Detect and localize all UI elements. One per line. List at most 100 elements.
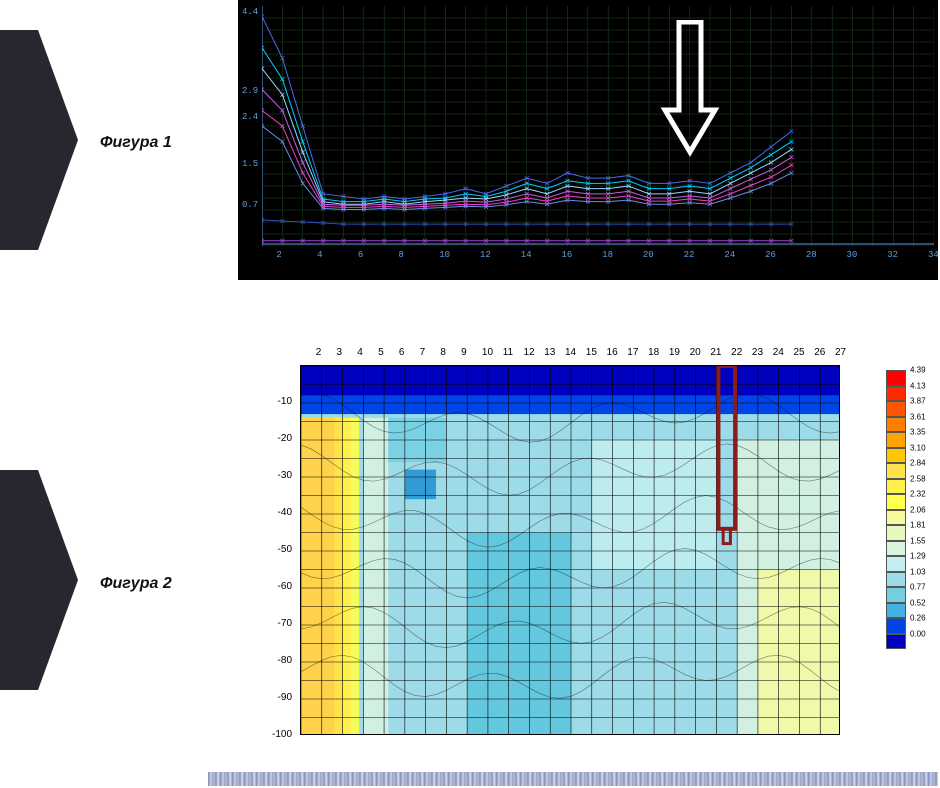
- legend-swatch: [886, 479, 906, 495]
- legend-swatch: [886, 634, 906, 650]
- chart1-y-axis: 0.71.52.42.94.4: [240, 2, 262, 246]
- chart2-xtick: 7: [420, 347, 426, 358]
- chart2-xtick: 14: [565, 347, 576, 358]
- chart1-xtick: 12: [480, 250, 491, 260]
- legend-value: 2.84: [910, 459, 926, 468]
- legend-value: 3.10: [910, 443, 926, 452]
- chart2-xtick: 22: [731, 347, 742, 358]
- legend-value: 0.00: [910, 629, 926, 638]
- contour-heatmap: 2345678910111213141516171819202122232425…: [260, 345, 880, 755]
- legend-swatch: [886, 494, 906, 510]
- chart2-ytick: -60: [260, 581, 292, 592]
- chart2-y-axis: -10-20-30-40-50-60-70-80-90-100: [260, 365, 296, 735]
- section-pointer-1: [0, 30, 80, 250]
- chart2-xtick: 11: [503, 347, 513, 358]
- chart2-xtick: 12: [523, 347, 534, 358]
- color-legend: 4.394.133.873.613.353.102.842.582.322.06…: [886, 370, 936, 649]
- chart1-xtick: 2: [276, 250, 281, 260]
- chart2-xtick: 8: [440, 347, 446, 358]
- chart1-ytick: 2.9: [242, 86, 258, 96]
- chart2-xtick: 13: [544, 347, 555, 358]
- legend-swatch: [886, 556, 906, 572]
- chart1-xtick: 10: [439, 250, 450, 260]
- chart2-xtick: 24: [773, 347, 784, 358]
- legend-value: 0.52: [910, 598, 926, 607]
- figure-2-label: Фигура 2: [100, 575, 172, 593]
- chart2-xtick: 4: [357, 347, 363, 358]
- chart2-xtick: 26: [814, 347, 825, 358]
- legend-swatch: [886, 401, 906, 417]
- legend-swatch: [886, 386, 906, 402]
- chart2-xtick: 25: [793, 347, 804, 358]
- chart2-xtick: 23: [752, 347, 763, 358]
- legend-swatch: [886, 510, 906, 526]
- legend-value: 3.87: [910, 397, 926, 406]
- legend-swatch: [886, 572, 906, 588]
- legend-value: 1.29: [910, 552, 926, 561]
- chart1-xtick: 6: [358, 250, 363, 260]
- chart1-xtick: 26: [765, 250, 776, 260]
- chart2-xtick: 19: [669, 347, 680, 358]
- chart2-xtick: 3: [337, 347, 343, 358]
- chart2-xtick: 10: [482, 347, 493, 358]
- chart2-ytick: -10: [260, 396, 292, 407]
- chart2-xtick: 16: [607, 347, 618, 358]
- chart2-xtick: 9: [461, 347, 467, 358]
- chart2-ytick: -30: [260, 470, 292, 481]
- chart2-ytick: -100: [260, 729, 292, 740]
- legend-value: 4.39: [910, 366, 926, 375]
- chart1-xtick: 18: [602, 250, 613, 260]
- legend-value: 0.26: [910, 614, 926, 623]
- legend-value: 0.77: [910, 583, 926, 592]
- legend-value: 4.13: [910, 381, 926, 390]
- chart1-xtick: 30: [847, 250, 858, 260]
- legend-value: 1.03: [910, 567, 926, 576]
- chart2-x-axis: 2345678910111213141516171819202122232425…: [300, 347, 840, 363]
- decorative-strip: [208, 772, 938, 786]
- chart2-xtick: 21: [710, 347, 721, 358]
- chart1-xtick: 28: [806, 250, 817, 260]
- chart2-xtick: 20: [690, 347, 701, 358]
- chart1-plot-area: [262, 6, 934, 246]
- chart1-xtick: 20: [643, 250, 654, 260]
- chart2-ytick: -40: [260, 507, 292, 518]
- chart1-ytick: 4.4: [242, 7, 258, 17]
- chart2-xtick: 15: [586, 347, 597, 358]
- legend-swatch: [886, 417, 906, 433]
- chart1-ytick: 1.5: [242, 159, 258, 169]
- legend-swatch: [886, 603, 906, 619]
- legend-swatch: [886, 525, 906, 541]
- arrow-annotation: [660, 20, 720, 167]
- chart2-xtick: 17: [627, 347, 638, 358]
- chart2-ytick: -90: [260, 692, 292, 703]
- legend-value: 3.35: [910, 428, 926, 437]
- legend-value: 1.55: [910, 536, 926, 545]
- chart1-xtick: 8: [399, 250, 404, 260]
- chart2-xtick: 6: [399, 347, 405, 358]
- chart2-xtick: 5: [378, 347, 384, 358]
- legend-swatch: [886, 432, 906, 448]
- figure-1-label: Фигура 1: [100, 134, 172, 152]
- chart1-xtick: 32: [887, 250, 898, 260]
- chart2-ytick: -50: [260, 544, 292, 555]
- legend-value: 2.58: [910, 474, 926, 483]
- chart1-xtick: 14: [521, 250, 532, 260]
- legend-swatch: [886, 463, 906, 479]
- legend-value: 2.32: [910, 490, 926, 499]
- chart1-x-axis: 246810121416182022242628303234: [262, 248, 934, 268]
- chart2-xtick: 27: [835, 347, 846, 358]
- chart2-plot-area: [300, 365, 840, 735]
- legend-swatch: [886, 541, 906, 557]
- section-pointer-2: [0, 470, 80, 690]
- legend-swatch: [886, 448, 906, 464]
- chart1-xtick: 34: [928, 250, 939, 260]
- legend-swatch: [886, 618, 906, 634]
- chart1-xtick: 22: [684, 250, 695, 260]
- legend-swatch: [886, 587, 906, 603]
- chart2-xtick: 18: [648, 347, 659, 358]
- legend-swatch: [886, 370, 906, 386]
- chart1-xtick: 4: [317, 250, 322, 260]
- chart1-xtick: 16: [561, 250, 572, 260]
- chart1-ytick: 0.7: [242, 200, 258, 210]
- legend-value: 1.81: [910, 521, 926, 530]
